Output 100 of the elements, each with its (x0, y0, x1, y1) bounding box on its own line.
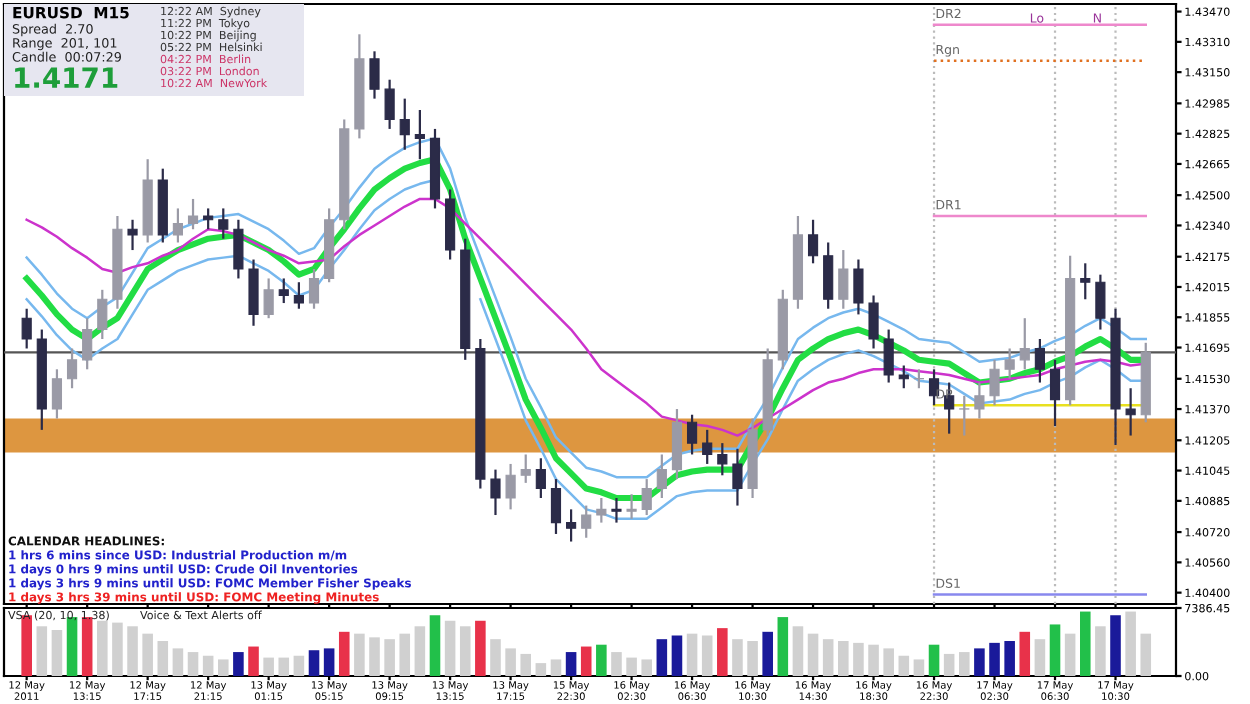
bar (898, 655, 910, 676)
bar (233, 652, 244, 676)
candlestick (520, 453, 531, 484)
candlestick (626, 493, 637, 520)
candlestick (566, 508, 577, 543)
candlestick (535, 457, 546, 500)
bar (142, 633, 153, 676)
bar (202, 655, 214, 676)
bar (384, 639, 395, 676)
candlestick (686, 413, 698, 456)
bar (112, 622, 123, 676)
bar (883, 648, 894, 676)
bar (1019, 631, 1031, 676)
candlestick (308, 267, 320, 310)
bar (1125, 611, 1136, 676)
bar (278, 657, 290, 676)
bar (807, 633, 819, 676)
bar (671, 635, 683, 676)
candlestick (369, 50, 380, 100)
bar (626, 657, 637, 676)
bar (399, 633, 411, 676)
bar (127, 626, 138, 676)
candlestick (127, 218, 138, 252)
bar (1034, 639, 1046, 676)
bar (172, 648, 184, 676)
bar (187, 652, 199, 676)
bar (323, 648, 335, 676)
bar (550, 659, 562, 676)
bar (475, 620, 486, 676)
candlestick (505, 462, 516, 511)
bar (822, 639, 834, 676)
candlestick (596, 496, 607, 524)
bar (308, 650, 320, 676)
bar (535, 663, 547, 676)
candlestick (203, 207, 214, 231)
candlestick (1080, 262, 1091, 301)
candlestick (656, 453, 667, 500)
bar (777, 617, 789, 676)
bar (429, 615, 441, 676)
bar (293, 655, 305, 676)
candlestick (218, 207, 229, 240)
candlestick (97, 288, 108, 341)
bar (838, 641, 849, 676)
bar (686, 633, 698, 676)
bar (596, 644, 607, 676)
bar (1095, 626, 1106, 676)
candlestick (248, 258, 259, 327)
bar (1004, 641, 1015, 676)
bar (580, 646, 592, 676)
bar (157, 641, 169, 676)
candlestick (490, 468, 501, 517)
bar (36, 626, 48, 676)
bar (459, 626, 471, 676)
candlestick (187, 197, 199, 231)
bar (505, 648, 516, 676)
bar (444, 620, 456, 676)
candlestick (959, 394, 970, 437)
bar (414, 626, 426, 676)
candlestick (807, 218, 819, 265)
bar (1079, 611, 1091, 676)
bar (989, 642, 1000, 676)
candlestick (868, 294, 879, 350)
annotation: 1.4171 (15, 67, 118, 88)
bar (520, 653, 532, 676)
candlestick (263, 277, 274, 320)
bar (611, 652, 622, 676)
candlestick (883, 328, 894, 384)
candlestick (1095, 273, 1106, 331)
bar (974, 648, 985, 676)
bar (868, 644, 879, 676)
candlestick (384, 78, 395, 131)
candlestick (732, 447, 743, 507)
bar (747, 641, 758, 676)
bar (943, 653, 955, 676)
bar (369, 637, 380, 676)
bar (248, 646, 259, 676)
candlestick (278, 277, 289, 305)
candlestick (898, 364, 909, 390)
candlestick (1125, 387, 1136, 437)
candlestick (671, 407, 683, 481)
bar (354, 633, 365, 676)
bar (656, 639, 668, 676)
candlestick (823, 241, 834, 310)
bar (1049, 624, 1061, 676)
bar (792, 626, 804, 676)
bar (97, 620, 108, 676)
candlestick (581, 504, 592, 539)
candlestick (399, 97, 410, 151)
candlestick (1019, 317, 1030, 371)
bar (1140, 633, 1152, 676)
bar (81, 617, 93, 676)
bar (701, 635, 713, 676)
bar (1064, 633, 1076, 676)
candlestick (641, 477, 652, 517)
candlestick (717, 442, 728, 477)
candlestick (1034, 337, 1045, 384)
candlestick (293, 281, 304, 310)
candlestick (414, 108, 425, 161)
bar (853, 642, 864, 676)
bar (717, 628, 728, 676)
